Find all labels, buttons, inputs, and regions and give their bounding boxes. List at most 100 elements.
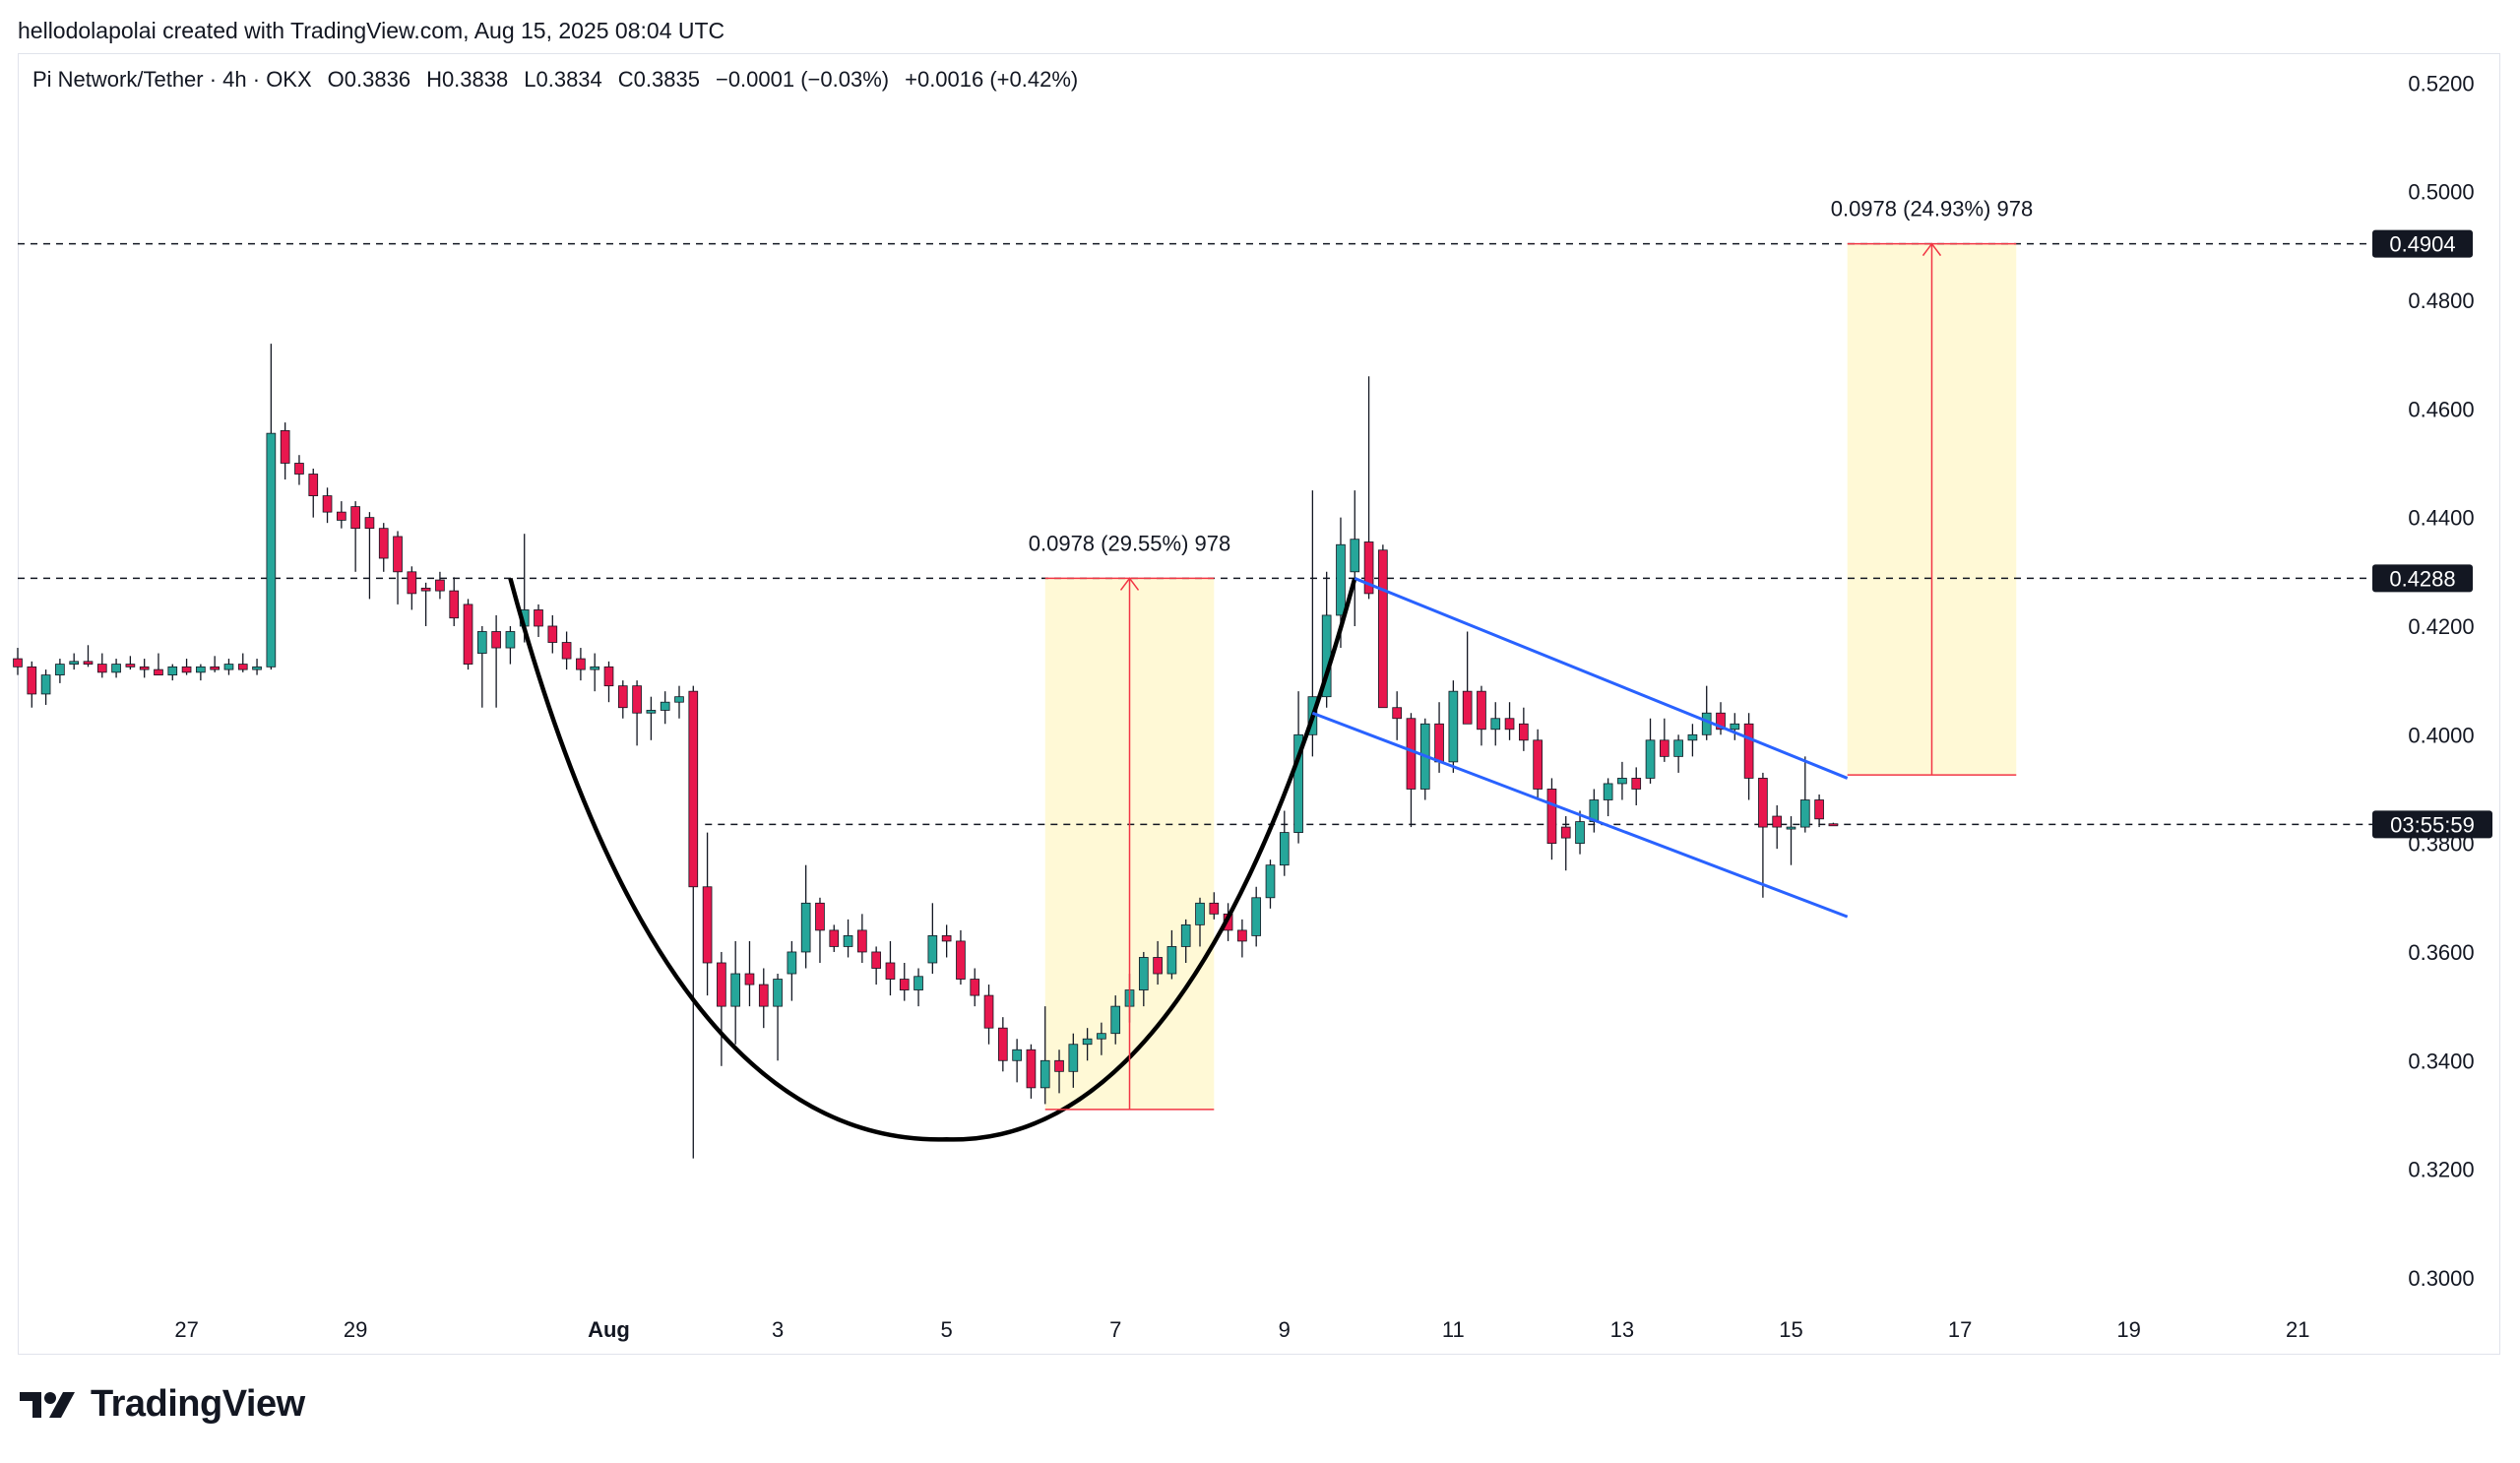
candle-body [660, 701, 670, 711]
candle-body [970, 979, 980, 996]
candle-body [1209, 902, 1220, 915]
candle-body [603, 666, 614, 687]
candle-body [1265, 864, 1276, 899]
candle-body [815, 902, 825, 931]
candle-body [378, 528, 389, 559]
candle-body [1378, 549, 1388, 709]
symbol-legend: Pi Network/Tether · 4h · OKX O0.3836 H0.38… [32, 67, 1094, 93]
candle-body [1054, 1059, 1064, 1072]
candle-body [899, 979, 910, 990]
level-price-tag-2 [2372, 564, 2473, 593]
candle-body [83, 661, 94, 665]
candle-body [407, 571, 417, 595]
candle-body [534, 609, 543, 627]
candle-body [829, 929, 840, 947]
candle-body [576, 658, 586, 670]
candle-body [758, 984, 769, 1007]
candle-body [1533, 739, 1543, 790]
candle-body [13, 658, 23, 668]
tradingview-logo-icon [20, 1391, 75, 1418]
x-tick-label: 27 [174, 1317, 198, 1342]
candle-body [1477, 690, 1486, 731]
candle-body [983, 994, 994, 1029]
level-price-tag-1 [2372, 229, 2473, 258]
candle-body [674, 696, 684, 703]
candle-body [1730, 723, 1740, 731]
x-tick-label: 15 [1779, 1317, 1802, 1342]
measurement-label-1: 0.0978 (29.55%) 978 [1029, 531, 1231, 555]
candle-body [1631, 778, 1642, 790]
candle-body [154, 668, 163, 676]
candle-body [1814, 799, 1824, 820]
x-tick-label: 7 [1109, 1317, 1121, 1342]
candle-body [1350, 539, 1360, 573]
candle-body [787, 951, 797, 975]
candle-body [223, 664, 234, 670]
symbol-name[interactable]: Pi Network/Tether · 4h · OKX [32, 67, 312, 92]
y-tick-label: 0.3200 [2408, 1158, 2474, 1182]
candle-body [1645, 739, 1656, 779]
legend-low: L0.3834 [524, 67, 602, 92]
candle-body [941, 935, 952, 942]
y-tick-label: 0.4600 [2408, 397, 2474, 421]
x-tick-label: Aug [588, 1317, 630, 1342]
candle-body [590, 666, 600, 670]
candle-body [1828, 823, 1839, 827]
candle-body [1743, 723, 1754, 779]
candle-body [139, 666, 150, 670]
candle-body [237, 664, 248, 670]
candle-body [69, 661, 80, 665]
y-tick-label: 0.4200 [2408, 614, 2474, 639]
candle-body [998, 1027, 1008, 1061]
candle-body [1406, 718, 1417, 790]
candle-body [322, 495, 333, 513]
x-tick-label: 11 [1442, 1317, 1465, 1342]
candle-body [646, 710, 657, 714]
y-tick-label: 0.3400 [2408, 1049, 2474, 1073]
y-tick-label: 0.3600 [2408, 940, 2474, 965]
candle-body [1758, 778, 1768, 828]
legend-high: H0.3838 [426, 67, 509, 92]
candle-body [1082, 1038, 1093, 1046]
y-tick-label: 0.4800 [2408, 288, 2474, 313]
candle-body [956, 940, 966, 980]
y-tick-label: 0.5200 [2408, 71, 2474, 95]
candle-body [1279, 832, 1290, 866]
candle-body [871, 951, 881, 969]
candle-body [1603, 783, 1613, 800]
candle-body [1448, 690, 1459, 763]
candle-body [1110, 1005, 1121, 1035]
candle-body [717, 962, 726, 1007]
candle-body [1687, 733, 1698, 741]
y-tick-label: 0.3000 [2408, 1266, 2474, 1291]
candle-body [1462, 690, 1473, 725]
tradingview-logo[interactable]: TradingView [20, 1383, 305, 1426]
candle-body [547, 625, 558, 643]
x-tick-label: 5 [941, 1317, 953, 1342]
cup-curve [508, 577, 1357, 1142]
candle-body [914, 976, 923, 990]
candle-body [843, 935, 853, 947]
candle-body [252, 666, 262, 670]
candle-body [40, 674, 51, 695]
candle-body [393, 536, 403, 573]
y-tick-label: 0.4000 [2408, 723, 2474, 747]
candle-body [800, 902, 811, 953]
y-tick-label: 0.5000 [2408, 180, 2474, 205]
candle-body [1153, 957, 1163, 975]
candle-body [688, 690, 699, 888]
candle-body [27, 666, 37, 695]
candle-body [55, 664, 65, 676]
candle-body [632, 685, 642, 714]
candle-body [1772, 815, 1783, 828]
candle-body [1180, 923, 1191, 947]
x-tick-label: 3 [772, 1317, 784, 1342]
legend-open: O0.3836 [327, 67, 411, 92]
candle-body [435, 579, 445, 592]
candle-body [196, 666, 206, 673]
legend-change-2: +0.0016 (+0.42%) [905, 67, 1079, 92]
tradingview-logo-text: TradingView [91, 1383, 305, 1425]
candle-body [1293, 733, 1303, 833]
axes: 0.5200 0.5000 0.4800 0.4600 0.4400 0.4200 0.40… [174, 71, 2492, 1342]
